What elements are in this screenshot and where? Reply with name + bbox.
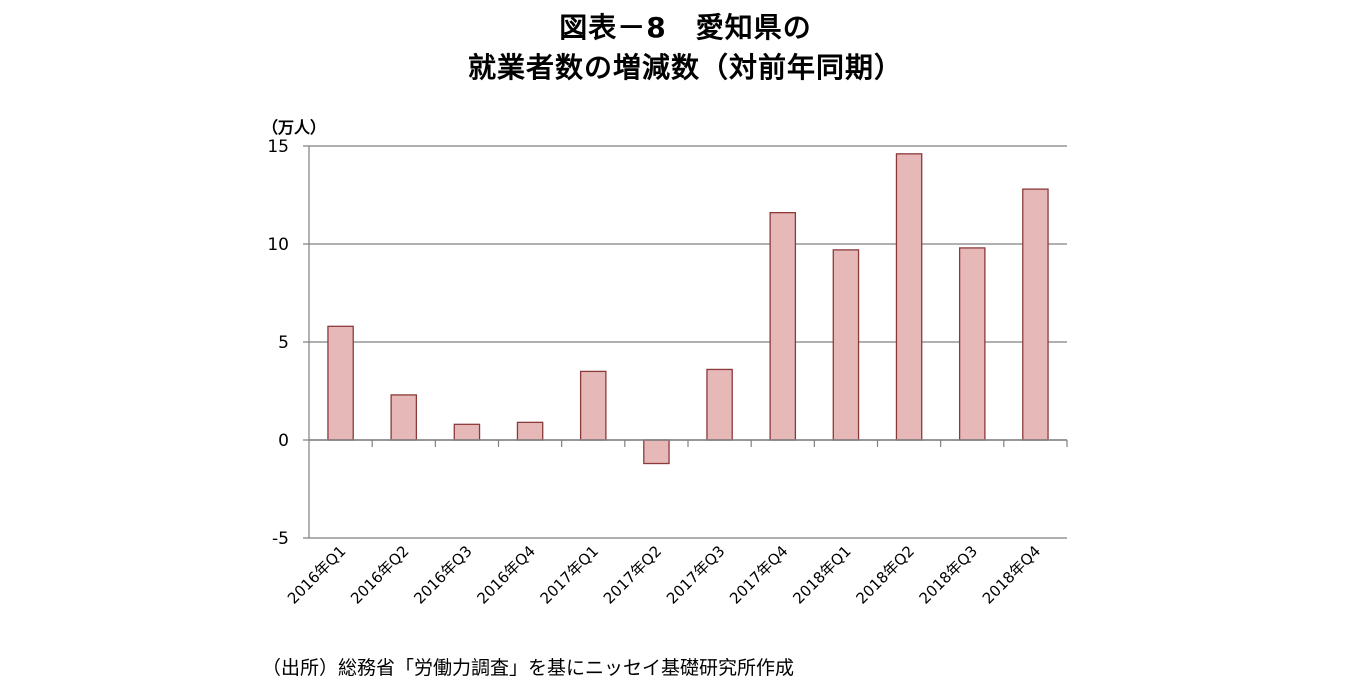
y-axis-tick-labels: -5 0 5 10 15 <box>267 137 289 549</box>
x-category-label: 2018年Q2 <box>852 542 917 607</box>
x-category-label: 2017年Q1 <box>537 542 602 607</box>
x-category-label: 2016年Q3 <box>410 542 475 607</box>
bar <box>390 394 418 441</box>
bar <box>706 368 733 441</box>
gridlines <box>303 145 1067 539</box>
bar-series <box>327 153 1049 465</box>
x-category-label: 2018年Q1 <box>789 542 854 607</box>
x-category-label: 2017年Q4 <box>726 542 791 607</box>
y-tick-label: 15 <box>267 137 289 157</box>
bar <box>895 153 923 441</box>
bar <box>516 421 544 441</box>
x-axis-category-labels: 2016年Q12016年Q22016年Q32016年Q42017年Q12017年… <box>284 542 1044 607</box>
bar <box>453 423 481 441</box>
chart-title-line1: 図表－8 愛知県の <box>559 11 812 44</box>
bar <box>958 247 986 441</box>
y-tick-label: 10 <box>267 235 289 255</box>
y-axis-unit-label: （万人） <box>262 118 327 137</box>
axes <box>308 146 1068 538</box>
x-category-label: 2018年Q4 <box>979 542 1044 607</box>
x-category-label: 2016年Q4 <box>473 542 538 607</box>
bar <box>832 249 860 441</box>
chart-title-line2: 就業者数の増減数（対前年同期） <box>467 51 903 84</box>
bar <box>1022 188 1049 441</box>
y-tick-label: 5 <box>278 333 289 353</box>
x-category-label: 2017年Q2 <box>600 542 665 607</box>
bar <box>327 325 354 441</box>
source-note: （出所）総務省「労働力調査」を基にニッセイ基礎研究所作成 <box>262 657 795 679</box>
y-tick-label: -5 <box>272 529 289 549</box>
bar <box>769 211 797 441</box>
bar <box>643 439 670 465</box>
x-category-label: 2016年Q2 <box>347 542 412 607</box>
bar <box>579 370 607 441</box>
y-tick-label: 0 <box>278 431 289 451</box>
x-category-label: 2017年Q3 <box>663 542 728 607</box>
x-category-label: 2016年Q1 <box>284 542 349 607</box>
x-category-label: 2018年Q3 <box>916 542 981 607</box>
